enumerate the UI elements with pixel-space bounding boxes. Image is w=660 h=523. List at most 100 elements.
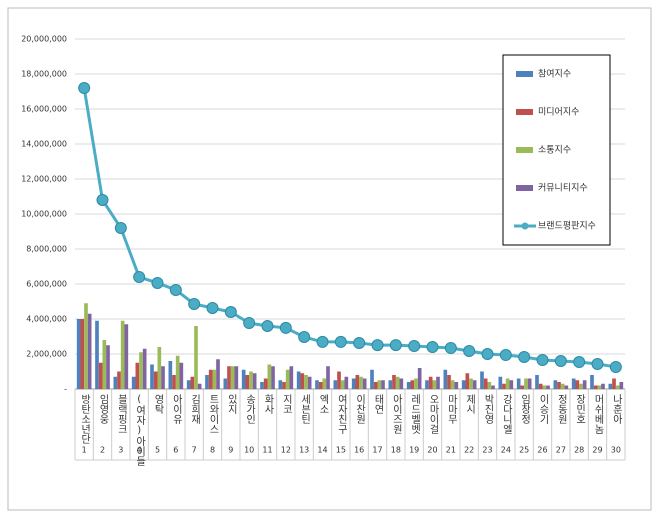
x-tick-label: 지코 — [280, 394, 292, 414]
bar — [432, 380, 437, 389]
rank-label: 29 — [592, 446, 602, 455]
bar — [227, 366, 231, 389]
bar — [414, 378, 418, 389]
bar — [267, 364, 272, 389]
bar — [491, 385, 495, 389]
bar — [318, 382, 323, 389]
bar — [113, 376, 118, 389]
rank-label: 23 — [482, 446, 492, 455]
bar — [520, 385, 525, 389]
x-tick-label: 태연 — [372, 394, 384, 414]
bar — [190, 376, 195, 389]
marker — [114, 222, 127, 234]
bar — [509, 380, 514, 389]
legend-label: 브랜드평판지수 — [538, 221, 596, 232]
bar — [230, 366, 235, 389]
bar — [454, 382, 459, 389]
bar — [194, 326, 198, 389]
bar — [487, 382, 492, 389]
bar — [263, 378, 268, 389]
y-tick-label: 12,000,000 — [21, 175, 67, 184]
legend-label: 소통지수 — [538, 145, 571, 156]
bar — [150, 364, 154, 389]
bar — [373, 382, 378, 389]
bar — [443, 369, 448, 389]
bar — [300, 373, 305, 389]
marker — [353, 336, 366, 349]
bar — [80, 319, 85, 389]
rank-label: 10 — [244, 446, 254, 455]
bar — [179, 362, 184, 389]
bar — [498, 376, 503, 389]
bar — [157, 347, 162, 389]
marker — [518, 350, 531, 363]
marker — [609, 360, 622, 373]
bar — [120, 320, 125, 389]
x-tick-label: 제시 — [464, 394, 476, 414]
rank-label: 2 — [100, 446, 105, 455]
x-tick-label: 블랙핑크 — [115, 394, 127, 434]
rank-label: 3 — [118, 446, 123, 455]
marker — [334, 335, 347, 348]
bar — [447, 375, 451, 389]
x-tick-label: 장민호 — [574, 394, 586, 424]
bar — [102, 340, 107, 389]
bar — [289, 366, 294, 389]
bar — [296, 371, 301, 389]
bar — [516, 378, 521, 389]
bar — [142, 348, 147, 389]
bar — [131, 376, 136, 389]
marker — [279, 321, 292, 334]
y-tick-label: 16,000,000 — [21, 105, 67, 114]
x-tick-label: 마마무 — [445, 394, 457, 425]
bar — [465, 373, 470, 389]
bar — [417, 368, 422, 389]
legend-label: 커뮤니티지수 — [538, 183, 588, 194]
bar — [87, 313, 92, 389]
x-tick-label: 아이유 — [170, 394, 182, 425]
y-tick-label: 18,000,000 — [21, 70, 67, 79]
marker — [554, 355, 567, 367]
rank-label: 12 — [281, 446, 291, 455]
bar — [315, 380, 319, 389]
bar — [186, 380, 191, 389]
rank-label: 13 — [299, 446, 309, 455]
bar — [370, 369, 374, 389]
bar — [197, 383, 202, 389]
bar — [307, 376, 312, 389]
x-tick-label: 강다니엘 — [500, 394, 512, 434]
y-tick-label: 8,000,000 — [26, 245, 67, 254]
marker — [188, 297, 201, 310]
bar — [168, 361, 173, 389]
rank-label: 19 — [409, 446, 419, 455]
rank-label: 24 — [501, 446, 511, 455]
x-tick-label: 엑소 — [317, 394, 329, 414]
bar — [546, 385, 550, 389]
bar — [98, 362, 103, 389]
rank-label: 1 — [82, 446, 87, 455]
bar — [153, 371, 158, 389]
marker — [463, 345, 476, 358]
legend-swatch — [516, 71, 533, 77]
rank-label: 11 — [262, 446, 272, 455]
legend-swatch — [516, 109, 533, 115]
rank-label: 17 — [372, 446, 382, 455]
rank-label: 26 — [537, 446, 547, 455]
x-tick-label: 임창정 — [519, 393, 531, 424]
bar — [333, 380, 338, 389]
bar — [615, 385, 620, 389]
marker — [133, 271, 146, 283]
marker — [78, 82, 91, 94]
y-tick-label: 20,000,000 — [21, 35, 67, 44]
bar — [388, 380, 393, 389]
rank-label: 25 — [519, 446, 529, 455]
bar — [553, 380, 558, 389]
bar — [322, 378, 327, 389]
marker — [536, 353, 549, 366]
bar — [304, 375, 308, 389]
marker — [591, 357, 604, 370]
bar — [392, 375, 396, 389]
rank-label: 6 — [173, 446, 178, 455]
rank-label: 9 — [228, 446, 233, 455]
marker — [224, 306, 237, 318]
